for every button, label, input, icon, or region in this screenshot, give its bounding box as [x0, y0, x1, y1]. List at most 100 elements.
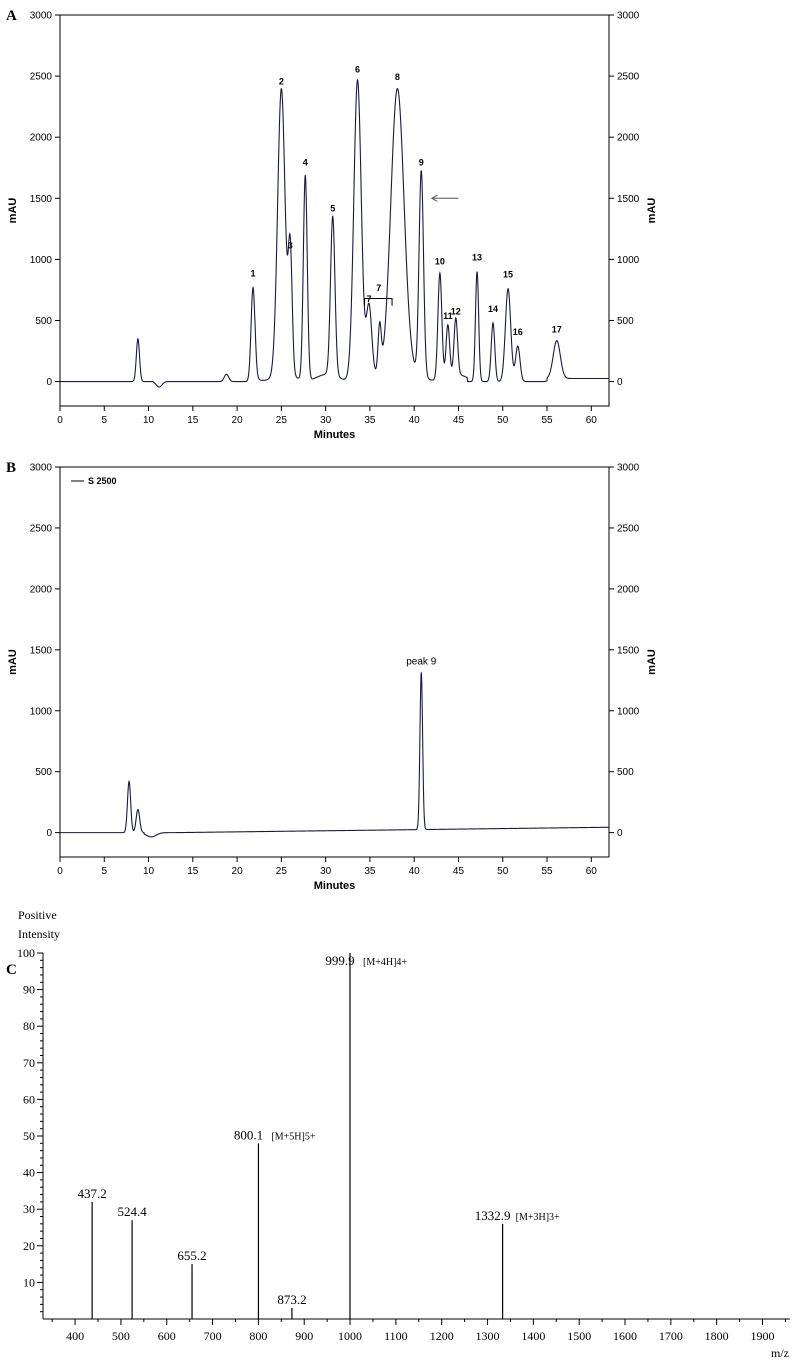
x-tick-label: 600 — [158, 1329, 176, 1343]
peak-label: 1 — [251, 268, 256, 278]
y-tick-label-left: 2000 — [30, 133, 53, 144]
x-tick-label: 55 — [541, 415, 553, 426]
chromatogram-b: 0 5 10 15 20 25 30 35 40 45 50 55 60 0 0 500 500 1000 1000… — [7, 463, 658, 893]
panel-label-b: B — [6, 460, 16, 476]
y-tick-label: 40 — [23, 1166, 35, 1180]
x-tick-label: 20 — [232, 866, 244, 877]
y-tick-label-left: 500 — [35, 767, 52, 778]
y-axis-label-right: mAU — [646, 198, 658, 224]
ion-label: [M+5H]5+ — [271, 1131, 315, 1142]
y-tick-label-left: 2500 — [30, 523, 53, 534]
x-tick-label: 10 — [143, 866, 155, 877]
x-tick-label: 25 — [276, 866, 288, 877]
y-axis-label-left: mAU — [7, 198, 19, 224]
peak-label: 14 — [488, 304, 498, 314]
x-tick-label: 1700 — [659, 1329, 683, 1343]
x-tick-label: 1600 — [613, 1329, 637, 1343]
x-tick-label: 1300 — [476, 1329, 500, 1343]
x-tick-label: 30 — [320, 415, 332, 426]
x-tick-label: 5 — [101, 415, 107, 426]
peak-label: 16 — [513, 327, 523, 337]
chromatogram-trace — [60, 78, 609, 388]
x-tick-label: 45 — [453, 415, 465, 426]
legend-label: S 2500 — [88, 476, 117, 486]
x-tick-label: 5 — [101, 866, 107, 877]
y-tick-label-left: 3000 — [30, 463, 53, 474]
y-tick-label-right: 500 — [617, 767, 634, 778]
y-tick-label: 70 — [23, 1056, 35, 1070]
peak-label: 437.2 — [78, 1186, 107, 1201]
x-tick-label: 500 — [112, 1329, 130, 1343]
x-tick-label: 1200 — [430, 1329, 454, 1343]
peak-label: 4 — [303, 157, 308, 167]
y-tick-label: 100 — [17, 946, 35, 960]
y-tick-label-right: 3000 — [617, 463, 640, 474]
x-tick-label: 50 — [497, 866, 509, 877]
x-tick-label: 10 — [143, 415, 155, 426]
y-tick-label-left: 500 — [35, 316, 52, 327]
ion-label: [M+3H]3+ — [516, 1212, 560, 1223]
peak-7-bracket — [364, 297, 393, 306]
y-tick-label: 90 — [23, 983, 35, 997]
peak-label: 17 — [552, 325, 562, 335]
x-tick-label: 0 — [57, 866, 63, 877]
y-tick-label-right: 1500 — [617, 645, 640, 656]
plot-frame — [59, 466, 610, 858]
y-tick-label-right: 2000 — [617, 133, 640, 144]
y-tick-label-right: 0 — [617, 377, 623, 388]
peak-label: 6 — [355, 64, 360, 74]
peak-label: 873.2 — [277, 1292, 306, 1307]
arrow-head — [430, 194, 438, 202]
ion-label: [M+4H]4+ — [363, 957, 407, 968]
y-tick-label-right: 2000 — [617, 584, 640, 595]
peak-label: 3 — [288, 240, 293, 250]
y-tick-label-right: 1000 — [617, 706, 640, 717]
x-tick-label: 1400 — [521, 1329, 545, 1343]
peak-label: 524.4 — [117, 1204, 147, 1219]
x-tick-label: 1900 — [751, 1329, 775, 1343]
x-axis-label: Minutes — [314, 880, 356, 892]
peak-label: 9 — [419, 157, 424, 167]
plot-frame — [59, 14, 610, 407]
spectrum-title: Positive — [18, 908, 57, 922]
y-tick-label: 10 — [23, 1275, 35, 1289]
peak-label: 15 — [503, 270, 513, 280]
x-tick-label: 1500 — [567, 1329, 591, 1343]
y-tick-label-left: 0 — [46, 828, 52, 839]
x-tick-label: 1800 — [705, 1329, 729, 1343]
y-tick-label: 50 — [23, 1129, 35, 1143]
x-tick-label: 60 — [586, 866, 598, 877]
x-tick-label: 800 — [249, 1329, 267, 1343]
peak-label: 2 — [279, 77, 284, 87]
peak-label: 12 — [451, 306, 461, 316]
x-tick-label: 30 — [320, 866, 332, 877]
x-tick-label: 1100 — [384, 1329, 408, 1343]
peak-label: 800.1 — [234, 1127, 263, 1142]
chromatogram-trace — [60, 672, 609, 838]
x-tick-label: 25 — [276, 415, 288, 426]
y-tick-label-left: 0 — [46, 377, 52, 388]
panel-label-a: A — [6, 8, 17, 24]
peak-label: 655.2 — [177, 1248, 206, 1263]
y-tick-label-left: 1500 — [30, 645, 53, 656]
peak-label: 11 — [443, 311, 453, 321]
peak-label: 7 — [367, 294, 372, 304]
y-tick-label: 60 — [23, 1092, 35, 1106]
y-tick-label-right: 2500 — [617, 523, 640, 534]
y-tick-label-right: 3000 — [617, 11, 640, 22]
x-tick-label: 1000 — [338, 1329, 362, 1343]
y-tick-label-left: 3000 — [30, 11, 53, 22]
peak-label: 13 — [472, 253, 482, 263]
mass-spectrum-c: 400 500 600 700 800 900 1000 1100 1200 1300 1400 15… — [17, 908, 790, 1360]
peak-label: 8 — [395, 72, 400, 82]
x-tick-label: 60 — [586, 415, 598, 426]
x-tick-label: 40 — [409, 866, 421, 877]
y-tick-label: 30 — [23, 1202, 35, 1216]
peak-label: 999.9 — [325, 953, 354, 968]
y-tick-label-left: 1500 — [30, 194, 53, 205]
x-tick-label: 35 — [364, 866, 376, 877]
x-tick-label: 45 — [453, 866, 465, 877]
y-tick-label-right: 0 — [617, 828, 623, 839]
